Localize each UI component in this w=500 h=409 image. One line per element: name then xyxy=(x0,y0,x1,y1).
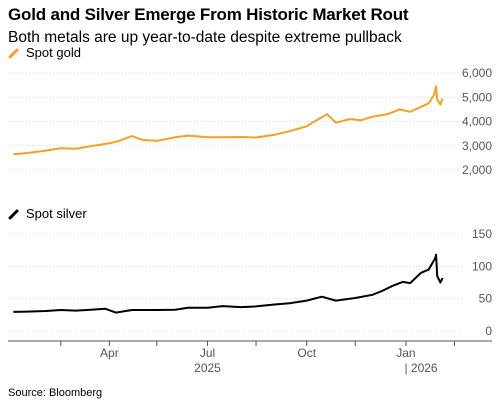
gold-y-tick-label: 5,000 xyxy=(462,90,492,104)
gold-panel: 2,000 3,000 4,000 5,000 6,000 xyxy=(8,66,492,177)
x-tick-label: Jan xyxy=(396,346,415,360)
x-year-label: 2025 xyxy=(194,361,221,375)
x-tick-label: Jul xyxy=(200,346,215,360)
gold-legend-swatch xyxy=(8,48,19,58)
gold-price-line xyxy=(13,85,444,156)
chart-subtitle: Both metals are up year-to-date despite … xyxy=(8,29,402,46)
silver-y-tick-label: 0 xyxy=(485,324,492,338)
legend-silver: Spot silver xyxy=(8,206,87,221)
chart-title: Gold and Silver Emerge From Historic Mar… xyxy=(8,5,409,24)
gold-y-tick-label: 6,000 xyxy=(462,66,492,80)
gold-y-tick-label: 3,000 xyxy=(462,139,492,153)
x-tick-label: Apr xyxy=(100,346,119,360)
silver-price-line xyxy=(13,253,444,314)
gold-gridlines xyxy=(8,72,462,171)
silver-y-tick-label: 50 xyxy=(479,292,493,306)
x-tick-label: Oct xyxy=(297,346,316,360)
gold-y-tick-label: 2,000 xyxy=(462,163,492,177)
silver-panel: 0 50 100 150 xyxy=(8,227,492,338)
silver-gridlines xyxy=(8,233,462,332)
silver-y-tick-labels: 0 50 100 150 xyxy=(472,227,492,338)
gold-y-tick-labels: 2,000 3,000 4,000 5,000 6,000 xyxy=(462,66,492,177)
silver-y-tick-label: 100 xyxy=(472,259,492,273)
legend-gold-label: Spot gold xyxy=(26,45,81,60)
silver-y-tick-label: 150 xyxy=(472,227,492,241)
x-axis-ticks xyxy=(60,341,455,346)
legend-gold: Spot gold xyxy=(8,45,81,60)
silver-legend-swatch xyxy=(8,209,19,219)
gold-y-tick-label: 4,000 xyxy=(462,115,492,129)
legend-silver-label: Spot silver xyxy=(26,206,87,221)
x-axis-year-labels: 2025 | 2026 xyxy=(194,361,438,375)
x-year-label: | 2026 xyxy=(404,361,437,375)
source-note: Source: Bloomberg xyxy=(8,387,103,399)
x-axis: Apr Jul Oct Jan 2025 | 2026 xyxy=(8,340,492,375)
x-axis-labels: Apr Jul Oct Jan xyxy=(100,346,416,360)
